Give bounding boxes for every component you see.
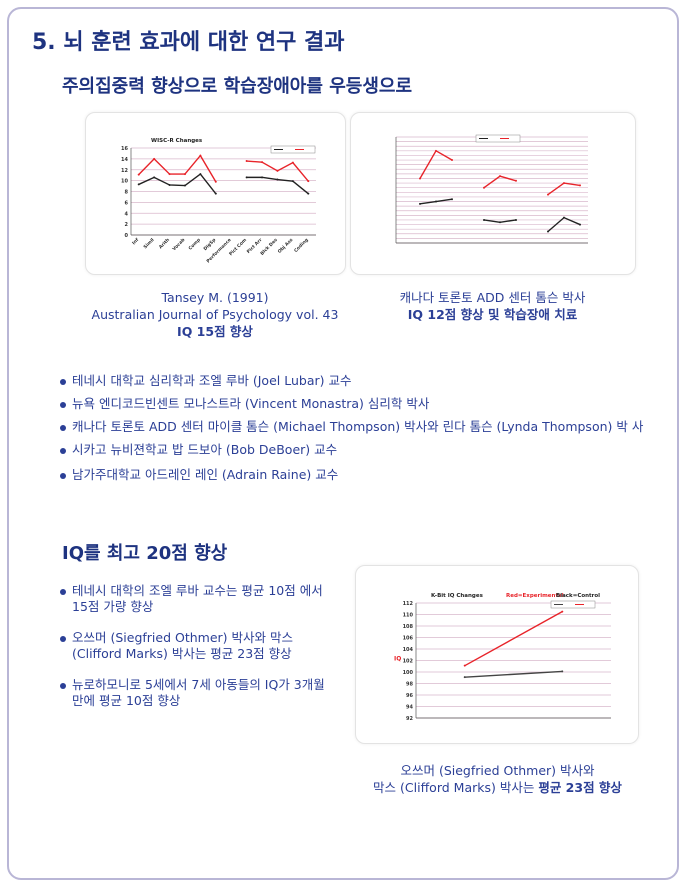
series-line xyxy=(547,182,581,196)
series-line xyxy=(419,198,453,205)
y-tick-label: 98 xyxy=(406,682,413,688)
list-item: 시카고 뉴비젼학교 밥 드보아 (Bob DeBoer) 교수 xyxy=(60,442,660,458)
y-tick-label: 4 xyxy=(125,211,129,217)
series-line xyxy=(547,216,581,233)
list-item: 뉴로하모니로 5세에서 7세 아동들의 IQ가 3개월 만에 평균 10점 향상 xyxy=(60,677,335,709)
caption-line: 오쓰머 (Siegfried Othmer) 박사와 xyxy=(400,763,595,778)
y-tick-label: 92 xyxy=(406,716,413,722)
series-line xyxy=(464,611,563,667)
legend xyxy=(475,134,521,143)
y-tick-label: 94 xyxy=(406,705,413,711)
y-tick-label: 2 xyxy=(125,222,129,228)
y-tick-label: 12 xyxy=(121,168,128,174)
x-tick-label: Arith xyxy=(158,237,171,250)
legend xyxy=(550,600,596,609)
caption-thompson: 캐나다 토론토 ADD 센터 톰슨 박사 IQ 12점 향상 및 학습장애 치료 xyxy=(345,289,640,323)
iq-list: 테네시 대학의 조엘 루바 교수는 평균 10점 에서 15점 가량 향상 오쓰… xyxy=(60,583,335,709)
caption-line: 캐나다 토론토 ADD 센터 톰슨 박사 xyxy=(399,290,586,305)
annotation-red: Red=Experimental xyxy=(506,593,564,599)
chart-kbit: 92 94 96 98 100 102 104 106 108 110 112 K-Bit IQ Ch… xyxy=(355,565,639,744)
chart-title: K-Bit IQ Changes xyxy=(431,593,484,599)
list-item: 테네시 대학의 조엘 루바 교수는 평균 10점 에서 15점 가량 향상 xyxy=(60,583,335,615)
legend xyxy=(270,145,316,154)
y-tick-label: 10 xyxy=(121,179,128,185)
x-tick-label: Coding xyxy=(293,237,310,254)
series-line xyxy=(138,173,217,195)
researcher-list: 테네시 대학교 심리학과 조엘 루바 (Joel Lubar) 교수 뉴욕 엔디… xyxy=(60,373,660,483)
y-tick-label: 112 xyxy=(403,601,414,607)
x-tick-label: Blck Des xyxy=(259,237,279,257)
caption-line: 막스 (Clifford Marks) 박사는 xyxy=(373,780,539,795)
x-tick-label: Vocab xyxy=(171,237,187,253)
caption-line: Tansey M. (1991) xyxy=(161,290,269,305)
x-tick-label: DigSp xyxy=(202,237,217,252)
list-item: 남가주대학교 아드레인 레인 (Adrain Raine) 교수 xyxy=(60,467,660,483)
caption-highlight: IQ 12점 향상 및 학습장애 치료 xyxy=(407,307,578,322)
chart-thompson xyxy=(350,112,636,275)
y-tick-label: 14 xyxy=(121,157,128,163)
annotation-black: Black=Control xyxy=(556,593,600,599)
caption-highlight: 평균 23점 향상 xyxy=(538,780,622,795)
series-line xyxy=(419,149,453,179)
y-tick-label: 102 xyxy=(403,659,414,665)
x-tick-label: Simil xyxy=(142,237,155,250)
y-tick-label: 0 xyxy=(125,233,129,239)
caption-highlight: IQ 15점 향상 xyxy=(177,324,253,339)
y-tick-label: 104 xyxy=(403,647,414,653)
y-tick-label: 96 xyxy=(406,693,413,699)
series-line xyxy=(464,670,563,678)
y-tick-label: 100 xyxy=(403,670,414,676)
y-tick-label: 106 xyxy=(403,636,414,642)
x-tick-label: Comp xyxy=(187,237,202,252)
list-item: 오쓰머 (Siegfried Othmer) 박사와 막스 (Clifford … xyxy=(60,630,335,662)
y-tick-label: 6 xyxy=(125,200,129,206)
x-tick-label: Inf xyxy=(131,237,140,246)
y-tick-label: 108 xyxy=(403,624,414,630)
caption-line: Australian Journal of Psychology vol. 43 xyxy=(91,307,339,322)
list-item: 테네시 대학교 심리학과 조엘 루바 (Joel Lubar) 교수 xyxy=(60,373,660,389)
series-line xyxy=(246,160,309,182)
series-line xyxy=(483,175,517,189)
list-item: 뉴욕 엔디코드빈센트 모나스트라 (Vincent Monastra) 심리학 … xyxy=(60,396,660,412)
y-tick-label: 110 xyxy=(403,613,414,619)
y-axis-label: IQ xyxy=(394,656,401,663)
chart-wisc: 0 2 4 6 8 10 12 14 16 Inf Simil Arith Vocab Comp DigSp… xyxy=(85,112,346,275)
x-tick-label: Obj Ass xyxy=(277,237,295,255)
page-frame xyxy=(7,7,679,880)
caption-othmer: 오쓰머 (Siegfried Othmer) 박사와 막스 (Clifford … xyxy=(345,762,650,796)
series-line xyxy=(138,154,217,183)
page-title: 5. 뇌 훈련 효과에 대한 연구 결과 xyxy=(32,30,345,55)
y-tick-label: 8 xyxy=(125,190,129,196)
list-item: 캐나다 토론토 ADD 센터 마이클 톰슨 (Michael Thompson)… xyxy=(60,419,660,435)
caption-tansey: Tansey M. (1991) Australian Journal of P… xyxy=(60,289,370,340)
chart-title: WISC-R Changes xyxy=(151,138,203,144)
series-line xyxy=(246,176,309,195)
series-line xyxy=(483,219,517,223)
y-tick-label: 16 xyxy=(121,146,128,152)
section2-heading: IQ를 최고 20점 향상 xyxy=(62,543,228,564)
section1-heading: 주의집중력 향상으로 학습장애아를 우등생으로 xyxy=(62,76,412,97)
